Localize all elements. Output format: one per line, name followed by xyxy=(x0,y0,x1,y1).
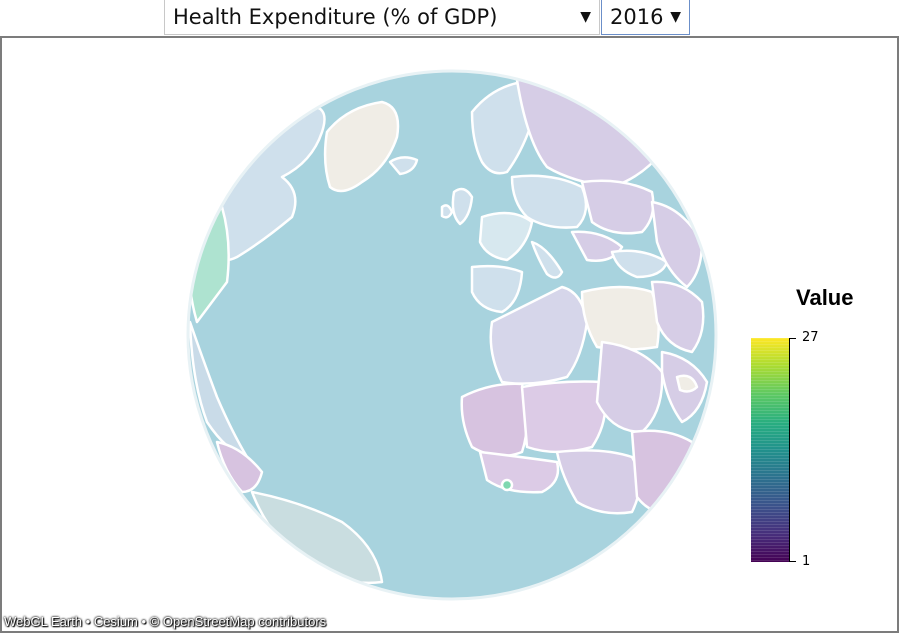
legend-title: Value xyxy=(796,285,854,310)
country-germany-region[interactable] xyxy=(510,174,588,229)
country-somaliland[interactable] xyxy=(675,374,699,393)
country-balkans[interactable] xyxy=(570,230,624,262)
country-eastern-europe[interactable] xyxy=(580,179,655,235)
legend-tick-min xyxy=(789,561,796,562)
chevron-down-icon: ▼ xyxy=(670,9,681,25)
country-central-africa[interactable] xyxy=(630,429,695,515)
map-attribution[interactable]: WebGL Earth • Cesium • © OpenStreetMap c… xyxy=(4,614,327,629)
country-niger[interactable] xyxy=(520,380,607,454)
country-mauritania-mali[interactable] xyxy=(460,382,529,458)
country-greenland[interactable] xyxy=(323,100,400,193)
year-dropdown[interactable]: 2016 ▼ xyxy=(601,0,690,35)
country-uk[interactable] xyxy=(451,187,474,226)
country-egypt[interactable] xyxy=(650,280,705,354)
legend-max-label: 27 xyxy=(802,330,819,345)
country-italy[interactable] xyxy=(530,240,564,279)
country-libya[interactable] xyxy=(580,285,660,351)
chevron-down-icon: ▼ xyxy=(580,9,591,25)
country-turkey[interactable] xyxy=(610,249,669,279)
year-dropdown-label: 2016 xyxy=(610,5,664,29)
legend-axis xyxy=(789,338,790,562)
country-spain[interactable] xyxy=(470,264,524,314)
country-france[interactable] xyxy=(478,211,534,262)
country-iceland[interactable] xyxy=(388,156,419,176)
metric-dropdown[interactable]: Health Expenditure (% of GDP) ▼ xyxy=(164,0,600,35)
country-sierra-leone[interactable] xyxy=(500,478,514,492)
legend-tick-max xyxy=(789,338,796,339)
country-chad-sudan[interactable] xyxy=(595,340,664,434)
country-middle-east[interactable] xyxy=(650,200,704,289)
country-colombia[interactable] xyxy=(215,440,264,494)
globe-map-viewport[interactable]: Value 27 1 WebGL Earth • Cesium • © Open… xyxy=(0,36,899,633)
country-nigeria-cameroon[interactable] xyxy=(555,449,641,515)
country-algeria[interactable] xyxy=(489,285,589,385)
top-controls: Health Expenditure (% of GDP) ▼ 2016 ▼ xyxy=(0,0,907,36)
legend-min-label: 1 xyxy=(802,554,811,569)
country-ireland[interactable] xyxy=(440,204,454,219)
globe-canvas[interactable] xyxy=(2,38,897,631)
globe-rim xyxy=(186,69,718,601)
legend-color-scale xyxy=(751,338,789,562)
metric-dropdown-label: Health Expenditure (% of GDP) xyxy=(173,5,498,29)
